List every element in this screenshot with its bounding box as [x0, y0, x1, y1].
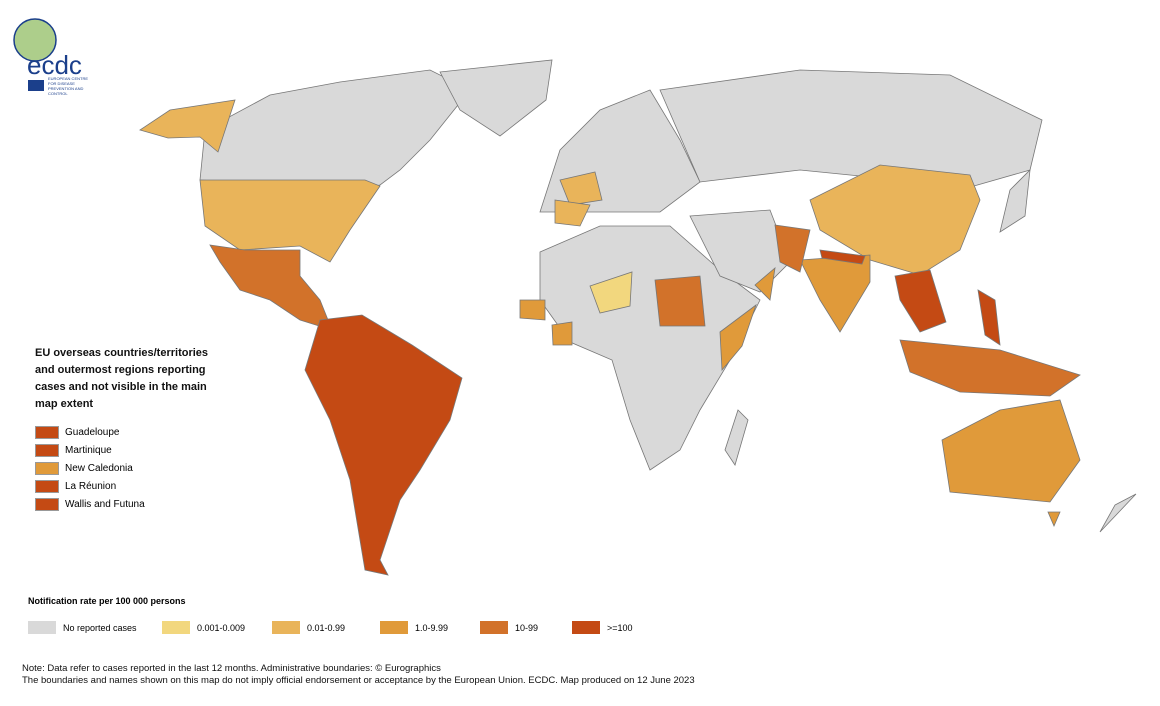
swatch [272, 621, 300, 634]
region [719, 303, 757, 372]
region [894, 269, 947, 333]
logo: ecdc [13, 18, 82, 91]
region [754, 266, 776, 301]
region [774, 224, 811, 273]
region [139, 99, 236, 153]
legend-label: No reported cases [63, 622, 137, 633]
region [209, 244, 333, 331]
region [554, 199, 591, 227]
region [654, 275, 706, 327]
legend-item: 0.01-0.99 [272, 621, 345, 634]
legend-label: 10-99 [515, 622, 539, 633]
region [1099, 493, 1137, 533]
logo-subtitle: EUROPEAN CENTRE FOR DISEASE PREVENTION A… [48, 76, 89, 96]
overseas-label: Guadeloupe [65, 426, 120, 438]
legend-title: Notification rate per 100 000 persons [28, 596, 186, 606]
swatch [380, 621, 408, 634]
region [199, 69, 471, 196]
swatch [35, 479, 59, 493]
region [999, 168, 1031, 233]
swatch [35, 497, 59, 511]
region [519, 299, 546, 321]
note: The boundaries and names shown on this m… [22, 675, 695, 686]
legend-item: >=100 [572, 621, 633, 634]
legend-item: 0.001-0.009 [162, 621, 245, 634]
overseas-panel: EU overseas countries/territories and ou… [35, 345, 220, 513]
region [899, 339, 1081, 397]
region [941, 399, 1081, 503]
overseas-item: Martinique [35, 441, 220, 459]
swatch [480, 621, 508, 634]
legend-item: 10-99 [480, 621, 538, 634]
swatch [35, 461, 59, 475]
overseas-label: Martinique [65, 444, 112, 456]
logo-ring [13, 18, 57, 62]
overseas-label: New Caledonia [65, 462, 133, 474]
logo-globe [14, 19, 56, 61]
region [1047, 511, 1061, 528]
region [809, 164, 981, 276]
swatch [572, 621, 600, 634]
region [199, 179, 381, 263]
swatch [35, 443, 59, 457]
overseas-item: New Caledonia [35, 459, 220, 477]
logo-text: ecdc [27, 50, 82, 80]
region [551, 321, 573, 346]
overseas-item: Guadeloupe [35, 423, 220, 441]
region [819, 249, 866, 265]
overseas-item: La Réunion [35, 477, 220, 495]
region [589, 271, 633, 314]
region [659, 69, 1043, 191]
region [689, 209, 791, 293]
swatch [162, 621, 190, 634]
legend-label: 1.0-9.99 [415, 622, 449, 633]
overseas-item: Wallis and Futuna [35, 495, 220, 513]
legend-label: >=100 [607, 622, 633, 633]
swatch [28, 621, 56, 634]
region [304, 314, 463, 576]
region [799, 254, 871, 333]
region [559, 171, 603, 206]
region [977, 289, 1001, 346]
overseas-label: La Réunion [65, 480, 117, 492]
note: Note: Data refer to cases reported in th… [22, 663, 441, 674]
overseas-title: EU overseas countries/territories and ou… [35, 347, 209, 410]
region [439, 59, 553, 137]
legend-label: 0.001-0.009 [197, 622, 246, 633]
swatch [35, 425, 59, 439]
legend-item: 1.0-9.99 [380, 621, 448, 634]
eu-flag [28, 80, 44, 91]
region [724, 409, 749, 466]
legend-item: No reported cases [28, 621, 137, 634]
legend-label: 0.01-0.99 [307, 622, 346, 633]
overseas-label: Wallis and Futuna [65, 498, 145, 510]
